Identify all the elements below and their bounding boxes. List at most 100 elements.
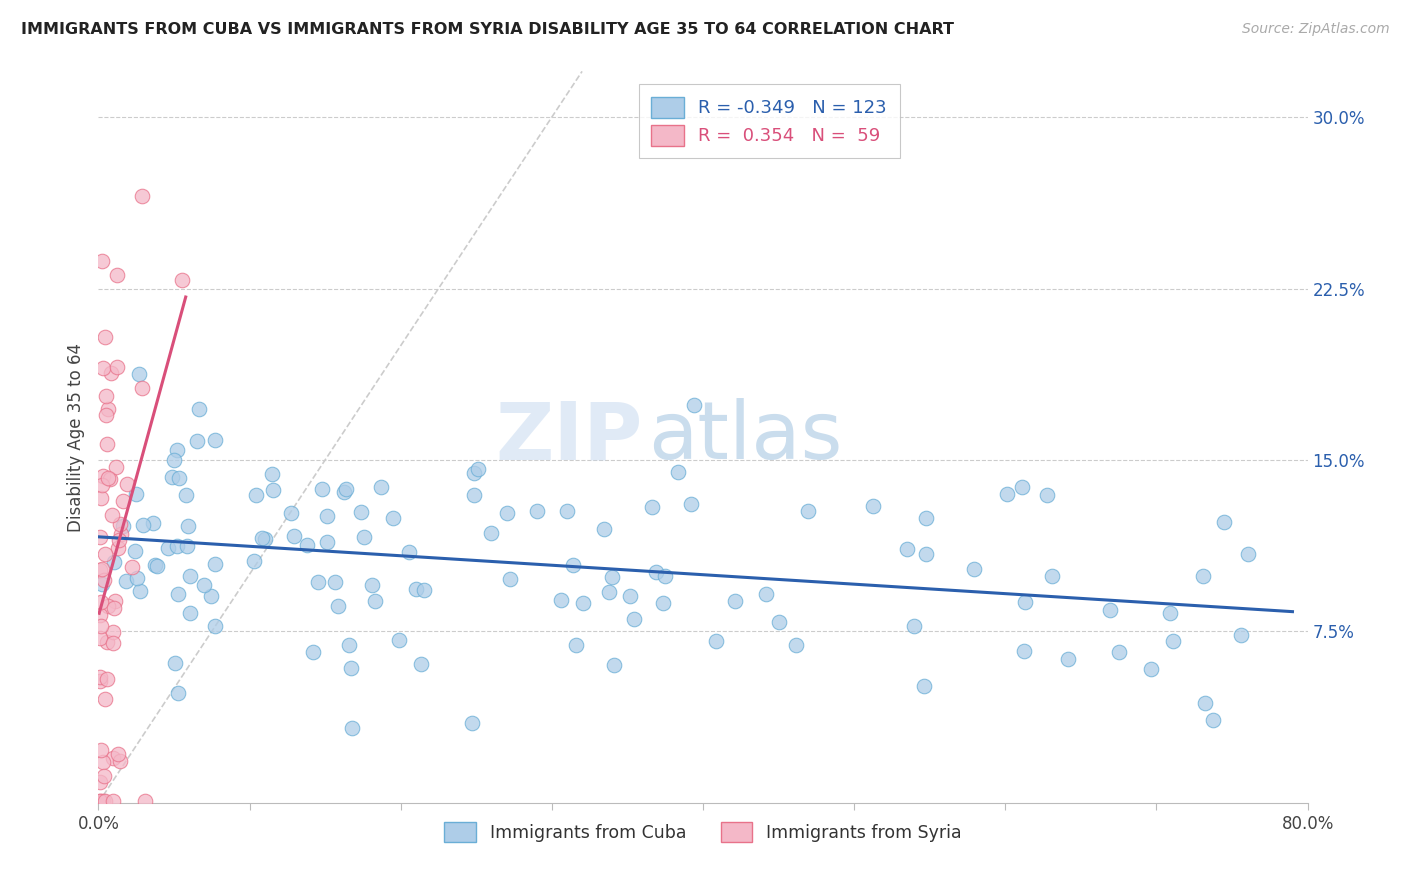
Point	[89, 674, 111, 689]
Point	[666, 466, 689, 480]
Point	[1237, 547, 1260, 561]
Point	[96, 635, 118, 649]
Point	[593, 522, 616, 536]
Point	[188, 401, 211, 416]
Point	[101, 508, 124, 522]
Point	[90, 491, 112, 505]
Point	[131, 381, 153, 395]
Point	[91, 360, 114, 375]
Point	[166, 540, 188, 554]
Point	[903, 619, 925, 633]
Point	[323, 574, 346, 589]
Point	[307, 575, 329, 590]
Point	[915, 510, 938, 524]
Text: ZIP: ZIP	[495, 398, 643, 476]
Point	[179, 607, 201, 621]
Point	[463, 487, 485, 501]
Point	[89, 775, 111, 789]
Point	[498, 572, 520, 586]
Point	[108, 517, 131, 532]
Point	[121, 559, 143, 574]
Point	[193, 578, 215, 592]
Point	[89, 670, 111, 684]
Point	[166, 442, 188, 457]
Text: IMMIGRANTS FROM CUBA VS IMMIGRANTS FROM SYRIA DISABILITY AGE 35 TO 64 CORRELATIO: IMMIGRANTS FROM CUBA VS IMMIGRANTS FROM …	[21, 22, 955, 37]
Point	[125, 571, 148, 585]
Point	[89, 530, 111, 544]
Point	[103, 751, 125, 765]
Point	[91, 756, 114, 770]
Point	[91, 562, 114, 576]
Point	[467, 461, 489, 475]
Point	[340, 661, 363, 675]
Point	[96, 437, 118, 451]
Point	[89, 632, 111, 646]
Point	[1194, 696, 1216, 710]
Point	[204, 433, 226, 447]
Point	[555, 503, 578, 517]
Point	[460, 715, 482, 730]
Point	[623, 612, 645, 626]
Point	[91, 478, 114, 492]
Point	[134, 793, 156, 807]
Point	[117, 477, 139, 491]
Point	[157, 541, 180, 555]
Point	[337, 638, 360, 652]
Point	[89, 563, 111, 577]
Point	[1012, 644, 1035, 658]
Point	[963, 562, 986, 576]
Point	[797, 504, 820, 518]
Point	[200, 590, 222, 604]
Point	[89, 793, 111, 807]
Point	[754, 587, 776, 601]
Point	[100, 366, 122, 380]
Point	[93, 793, 115, 807]
Point	[97, 401, 120, 416]
Point	[107, 747, 129, 762]
Point	[995, 487, 1018, 501]
Point	[176, 539, 198, 553]
Point	[1036, 488, 1059, 502]
Point	[93, 769, 115, 783]
Point	[128, 368, 150, 382]
Point	[245, 488, 267, 502]
Point	[1014, 595, 1036, 609]
Point	[101, 636, 124, 650]
Point	[683, 398, 706, 412]
Point	[409, 657, 432, 671]
Point	[260, 467, 283, 482]
Point	[262, 483, 284, 498]
Point	[1163, 634, 1185, 648]
Point	[896, 541, 918, 556]
Point	[550, 593, 572, 607]
Point	[104, 594, 127, 608]
Point	[131, 188, 153, 202]
Point	[353, 530, 375, 544]
Point	[1213, 515, 1236, 529]
Point	[167, 471, 190, 485]
Point	[114, 574, 136, 588]
Point	[167, 587, 190, 601]
Point	[598, 585, 620, 599]
Point	[679, 497, 702, 511]
Point	[105, 359, 128, 374]
Point	[103, 555, 125, 569]
Point	[1011, 480, 1033, 494]
Point	[179, 569, 201, 583]
Point	[381, 510, 404, 524]
Point	[132, 518, 155, 533]
Point	[97, 471, 120, 485]
Point	[1040, 569, 1063, 583]
Point	[704, 634, 727, 648]
Point	[862, 500, 884, 514]
Point	[143, 558, 166, 573]
Point	[768, 615, 790, 629]
Point	[91, 468, 114, 483]
Point	[90, 743, 112, 757]
Point	[295, 538, 318, 552]
Point	[654, 569, 676, 583]
Text: Source: ZipAtlas.com: Source: ZipAtlas.com	[1241, 22, 1389, 37]
Point	[128, 584, 150, 599]
Point	[724, 594, 747, 608]
Point	[496, 506, 519, 520]
